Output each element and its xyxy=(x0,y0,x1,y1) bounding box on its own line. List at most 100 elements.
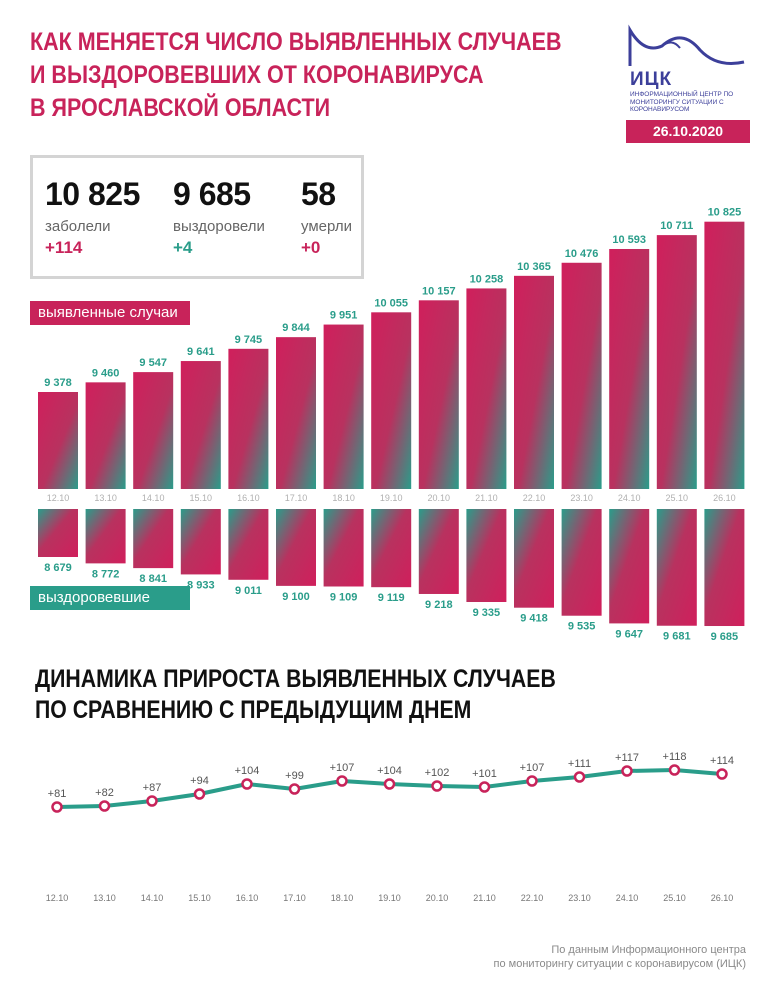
stat-value: 10 825 xyxy=(45,176,140,212)
bar-date-label: 22.10 xyxy=(523,493,546,503)
recovered-bar xyxy=(418,509,459,594)
bar-date-label: 26.10 xyxy=(713,493,736,503)
bar-date-label: 25.10 xyxy=(666,493,689,503)
growth-date-label: 18.10 xyxy=(331,893,354,903)
recovered-value-label: 8 679 xyxy=(44,562,72,574)
growth-point xyxy=(51,801,63,813)
stat-label: умерли xyxy=(301,218,352,235)
growth-date-label: 26.10 xyxy=(711,893,734,903)
bar-date-label: 19.10 xyxy=(380,493,403,503)
growth-point xyxy=(241,778,253,790)
subtitle-line: ПО СРАВНЕНИЮ С ПРЕДЫДУЩИМ ДНЕМ xyxy=(35,696,472,724)
recovered-value-label: 9 100 xyxy=(282,591,310,603)
cases-recovered-bar-chart: 9 378 8 679 12.10 9 460 8 772 13.10 9 547 8 841… xyxy=(38,207,745,640)
cases-value-label: 10 825 xyxy=(708,207,742,219)
cases-bar xyxy=(371,312,412,489)
source-note: По данным Информационного центра по мони… xyxy=(494,943,746,971)
recovered-bar xyxy=(466,509,507,603)
growth-value-label: +102 xyxy=(425,767,450,779)
recovered-bar xyxy=(371,509,412,588)
recovered-bar xyxy=(180,509,221,575)
recovered-value-label: 9 119 xyxy=(378,592,405,604)
stat-value: 9 685 xyxy=(173,176,251,212)
cases-bar xyxy=(561,262,602,489)
growth-value-label: +118 xyxy=(663,751,687,763)
growth-date-label: 23.10 xyxy=(568,893,591,903)
growth-point xyxy=(98,800,111,812)
recovered-bar xyxy=(609,509,650,624)
logo-name: ИЦК xyxy=(630,69,673,90)
recovered-value-label: 9 681 xyxy=(663,631,691,640)
cases-value-label: 9 378 xyxy=(44,377,72,389)
cases-bar xyxy=(180,361,221,489)
cases-value-label: 10 055 xyxy=(374,297,408,309)
bar-date-label: 13.10 xyxy=(94,493,117,503)
growth-value-label: +101 xyxy=(472,768,497,780)
growth-point xyxy=(193,788,206,800)
cases-value-label: 10 365 xyxy=(517,261,551,273)
cases-bar xyxy=(656,235,697,489)
bar-date-label: 12.10 xyxy=(47,493,70,503)
date-badge: 26.10.2020 xyxy=(626,120,750,143)
growth-point xyxy=(668,764,681,776)
bar-date-label: 20.10 xyxy=(428,493,451,503)
recovered-bar xyxy=(228,509,269,580)
growth-value-label: +111 xyxy=(568,758,591,770)
growth-value-label: +114 xyxy=(710,755,734,767)
growth-value-label: +81 xyxy=(48,788,67,800)
recovered-bar xyxy=(38,509,78,557)
recovered-bar xyxy=(656,509,697,626)
recovered-value-label: 9 535 xyxy=(568,621,596,633)
growth-point xyxy=(336,775,348,787)
title-line: КАК МЕНЯЕТСЯ ЧИСЛО ВЫЯВЛЕННЫХ СЛУЧАЕВ xyxy=(30,28,562,56)
legend-recovered-pill: выздоровевшие xyxy=(30,586,190,610)
source-line: По данным Информационного центра xyxy=(551,944,746,956)
growth-point xyxy=(431,780,443,792)
growth-section-title: ДИНАМИКА ПРИРОСТА ВЫЯВЛЕННЫХ СЛУЧАЕВ ПО … xyxy=(35,664,556,726)
cases-bar xyxy=(133,372,174,489)
cases-value-label: 9 641 xyxy=(187,346,215,358)
bar-date-label: 21.10 xyxy=(475,493,498,503)
daily-growth-line-chart: +81 12.10 +82 13.10 +87 14.10 +94 15.10 +104 16.1… xyxy=(46,751,734,903)
cases-value-label: 9 745 xyxy=(235,334,263,346)
recovered-bar xyxy=(514,509,554,608)
recovered-value-label: 8 772 xyxy=(92,568,120,580)
bar-date-label: 16.10 xyxy=(237,493,260,503)
cases-value-label: 10 711 xyxy=(660,220,693,232)
stat-label: заболели xyxy=(45,218,111,235)
recovered-value-label: 9 685 xyxy=(711,631,739,640)
cases-value-label: 9 547 xyxy=(139,357,167,369)
growth-value-label: +94 xyxy=(190,775,209,787)
stat-deaths: 58 умерли +0 xyxy=(301,176,352,258)
cases-bar xyxy=(38,392,78,489)
cases-bar xyxy=(276,337,316,489)
growth-date-label: 14.10 xyxy=(141,893,164,903)
growth-date-label: 19.10 xyxy=(378,893,401,903)
cases-value-label: 10 157 xyxy=(422,285,456,297)
recovered-bar xyxy=(323,509,364,587)
cases-bar xyxy=(704,221,745,489)
recovered-value-label: 9 335 xyxy=(473,607,501,619)
main-title: КАК МЕНЯЕТСЯ ЧИСЛО ВЫЯВЛЕННЫХ СЛУЧАЕВ И … xyxy=(30,26,562,125)
bar-date-label: 24.10 xyxy=(618,493,641,503)
growth-value-label: +104 xyxy=(235,765,260,777)
cases-value-label: 10 476 xyxy=(565,248,599,260)
growth-point xyxy=(716,768,728,780)
cases-value-label: 10 258 xyxy=(470,273,504,285)
bar-date-label: 17.10 xyxy=(285,493,308,503)
growth-point xyxy=(288,783,301,795)
recovered-bar xyxy=(704,509,745,627)
growth-value-label: +104 xyxy=(377,765,402,777)
cases-bar xyxy=(514,275,554,489)
cases-bar xyxy=(609,248,650,489)
stat-label: выздоровели xyxy=(173,218,265,235)
cases-value-label: 9 951 xyxy=(330,310,358,322)
subtitle-line: ДИНАМИКА ПРИРОСТА ВЫЯВЛЕННЫХ СЛУЧАЕВ xyxy=(35,665,556,693)
growth-value-label: +99 xyxy=(285,770,304,782)
growth-date-label: 17.10 xyxy=(283,893,306,903)
growth-value-label: +107 xyxy=(330,762,355,774)
stat-delta: +114 xyxy=(45,238,83,257)
cases-bar xyxy=(228,348,269,489)
logo-subtitle: ИНФОРМАЦИОННЫЙ ЦЕНТР ПО МОНИТОРИНГУ СИТУ… xyxy=(630,91,734,113)
bar-date-label: 23.10 xyxy=(570,493,593,503)
